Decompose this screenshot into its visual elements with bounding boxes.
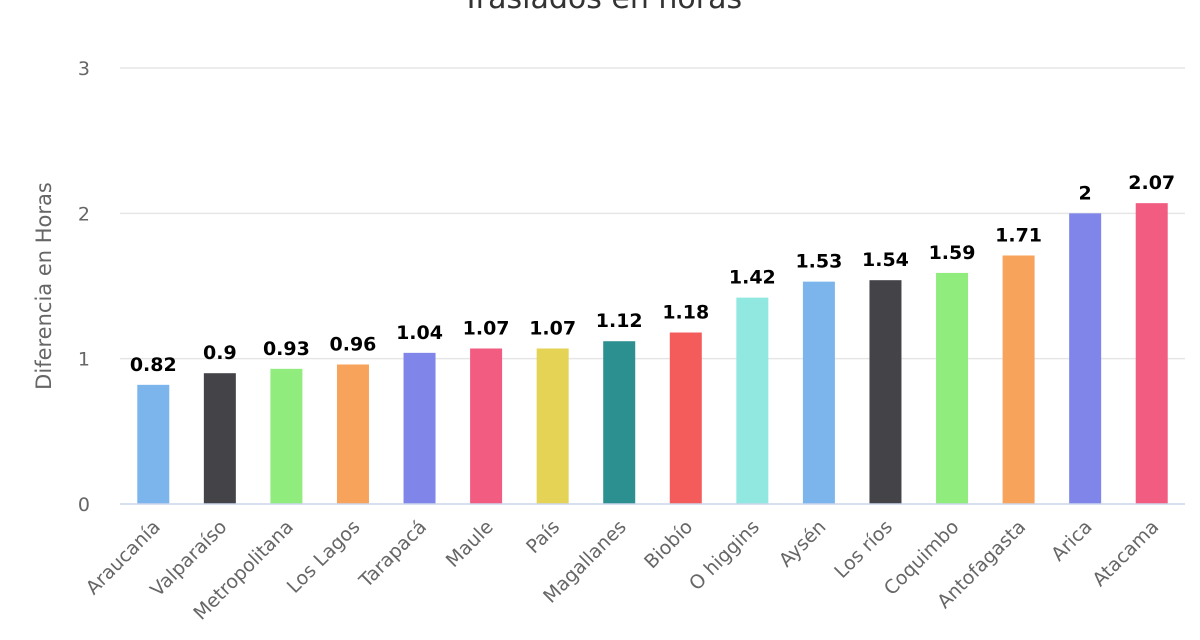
bar-10	[802, 281, 835, 504]
y-axis-title: Diferencia en Horas	[32, 182, 56, 390]
x-tick-label-9: O higgins	[685, 516, 764, 595]
bars	[137, 203, 1168, 505]
data-label-15: 2.07	[1128, 172, 1175, 194]
data-label-0: 0.82	[130, 354, 177, 376]
chart-title: Traslados en horas	[461, 0, 742, 16]
data-label-13: 1.71	[995, 224, 1042, 246]
bar-3	[336, 364, 369, 504]
data-label-10: 1.53	[795, 251, 842, 273]
data-label-8: 1.18	[662, 302, 709, 324]
bar-13	[1002, 255, 1035, 504]
x-tick-label-14: Arica	[1047, 516, 1097, 566]
bar-4	[403, 352, 436, 504]
bar-1	[203, 373, 236, 504]
bar-7	[603, 341, 636, 504]
data-labels: 0.82 0.9 0.93 0.96 1.04 1.07 1.07 1.12 1.18 1.42 1…	[130, 172, 1175, 376]
x-tick-label-4: Tarapacá	[354, 516, 431, 593]
bar-5	[470, 348, 503, 504]
x-tick-label-11: Los ríos	[830, 516, 897, 583]
x-tick-label-3: Los Lagos	[283, 516, 365, 598]
x-tick-label-15: Atacama	[1088, 516, 1163, 591]
bar-2	[270, 368, 303, 504]
y-tick-label-3: 3	[78, 58, 90, 80]
data-label-11: 1.54	[862, 249, 909, 271]
x-tick-label-5: Maule	[442, 516, 498, 572]
bar-9	[736, 297, 769, 504]
bar-6	[536, 348, 569, 504]
bar-0	[137, 384, 170, 504]
y-tick-label-0: 0	[78, 494, 90, 516]
data-label-9: 1.42	[729, 267, 776, 289]
bar-14	[1069, 213, 1102, 505]
data-label-4: 1.04	[396, 322, 443, 344]
data-label-12: 1.59	[929, 242, 976, 264]
bar-11	[869, 280, 902, 504]
x-tick-label-10: Aysén	[775, 516, 831, 572]
y-tick-label-2: 2	[78, 203, 90, 225]
data-label-1: 0.9	[203, 342, 237, 364]
data-label-2: 0.93	[263, 338, 310, 360]
bar-12	[936, 272, 969, 504]
x-tick-label-8: Biobío	[640, 516, 697, 573]
data-label-14: 2	[1079, 182, 1092, 204]
bar-15	[1135, 203, 1168, 504]
bar-8	[669, 332, 702, 504]
data-label-5: 1.07	[463, 317, 510, 339]
y-tick-label-1: 1	[78, 349, 90, 371]
data-label-6: 1.07	[529, 317, 576, 339]
x-tick-label-6: País	[522, 516, 564, 558]
data-label-7: 1.12	[596, 310, 643, 332]
y-axis-ticks: 0 1 2 3	[78, 58, 90, 516]
data-label-3: 0.96	[330, 333, 377, 355]
